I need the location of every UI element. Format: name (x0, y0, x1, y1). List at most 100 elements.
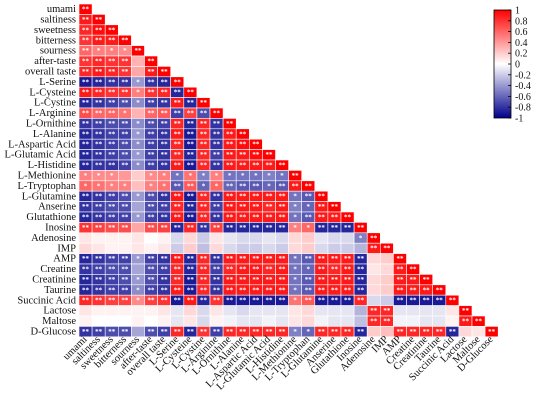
heatmap-cell (445, 315, 460, 327)
significance-mark: ** (239, 203, 247, 211)
significance-mark: * (202, 182, 206, 190)
significance-mark: ** (344, 297, 352, 305)
significance-mark: ** (187, 203, 195, 211)
heatmap-cell (327, 242, 342, 254)
significance-mark: ** (161, 203, 169, 211)
row-label: Creatinine (32, 275, 76, 286)
significance-mark: ** (95, 130, 103, 138)
significance-mark: ** (108, 286, 116, 294)
significance-mark: ** (423, 276, 431, 284)
significance-mark: ** (410, 286, 418, 294)
significance-mark: ** (108, 265, 116, 273)
row-label: Creatine (40, 264, 76, 275)
significance-mark: * (136, 276, 140, 284)
significance-mark: ** (108, 141, 116, 149)
significance-mark: * (136, 99, 140, 107)
significance-mark: ** (226, 120, 234, 128)
significance-mark: ** (200, 161, 208, 169)
significance-mark: ** (226, 265, 234, 273)
significance-mark: ** (82, 141, 90, 149)
significance-mark: ** (252, 193, 260, 201)
significance-mark: ** (226, 130, 234, 138)
significance-mark: ** (213, 276, 221, 284)
heatmap-cell (419, 305, 434, 317)
significance-mark: ** (200, 297, 208, 305)
heatmap-cell (222, 232, 237, 244)
significance-mark: ** (265, 297, 273, 305)
significance-mark: * (136, 161, 140, 169)
heatmap-cell (104, 315, 119, 327)
significance-mark: ** (161, 193, 169, 201)
significance-mark: * (136, 89, 140, 97)
significance-mark: ** (357, 265, 365, 273)
significance-mark: ** (252, 265, 260, 273)
heatmap-cell (366, 294, 381, 306)
significance-mark: * (97, 47, 101, 55)
significance-mark: ** (344, 286, 352, 294)
significance-mark: ** (436, 328, 444, 336)
significance-mark: ** (357, 224, 365, 232)
significance-mark: ** (121, 203, 129, 211)
significance-mark: ** (82, 193, 90, 201)
significance-mark: ** (318, 255, 326, 263)
significance-mark: ** (200, 276, 208, 284)
heatmap-cell (104, 232, 119, 244)
significance-mark: ** (239, 265, 247, 273)
significance-mark: ** (95, 276, 103, 284)
heatmap-cell (170, 242, 185, 254)
significance-mark: ** (252, 328, 260, 336)
heatmap-cell (301, 242, 316, 254)
significance-mark: ** (174, 224, 182, 232)
significance-mark: ** (344, 224, 352, 232)
significance-mark: ** (187, 99, 195, 107)
heatmap-cell (196, 232, 211, 244)
significance-mark: ** (331, 224, 339, 232)
significance-mark: ** (95, 37, 103, 45)
heatmap-cell (183, 315, 198, 327)
row-label: L-Arginine (29, 108, 76, 119)
row-label: L-Cystine (34, 98, 76, 109)
significance-mark: ** (488, 328, 496, 336)
significance-mark: ** (213, 109, 221, 117)
heatmap-cell (170, 305, 185, 317)
significance-mark: ** (279, 297, 287, 305)
heatmap-cell (327, 232, 342, 244)
significance-mark: ** (239, 141, 247, 149)
significance-mark: ** (82, 213, 90, 221)
significance-mark: ** (226, 141, 234, 149)
significance-mark: * (267, 172, 271, 180)
significance-mark: ** (305, 213, 313, 221)
significance-mark: ** (279, 276, 287, 284)
significance-mark: ** (200, 130, 208, 138)
significance-mark: ** (292, 172, 300, 180)
significance-mark: * (84, 182, 88, 190)
significance-mark: ** (331, 213, 339, 221)
heatmap-cell (131, 66, 145, 78)
significance-mark: * (267, 182, 271, 190)
row-label: L-Aspartic Acid (8, 139, 77, 150)
heatmap-cell (327, 315, 342, 327)
heatmap-cell (301, 305, 316, 317)
significance-mark: ** (265, 328, 273, 336)
heatmap-cell (406, 305, 420, 317)
heatmap-cell (249, 242, 263, 254)
significance-mark: ** (187, 89, 195, 97)
significance-mark: ** (265, 265, 273, 273)
significance-mark: ** (396, 276, 404, 284)
significance-mark: ** (279, 224, 287, 232)
significance-mark: ** (239, 182, 247, 190)
colorbar-tick-label: 0.2 (515, 49, 528, 60)
significance-mark: ** (200, 120, 208, 128)
significance-mark: ** (187, 328, 195, 336)
significance-mark: * (136, 297, 140, 305)
significance-mark: ** (344, 276, 352, 284)
significance-mark: * (110, 182, 114, 190)
colorbar-tick-label: 0.6 (515, 27, 528, 38)
significance-mark: ** (82, 161, 90, 169)
significance-mark: ** (174, 193, 182, 201)
significance-mark: ** (174, 99, 182, 107)
heatmap-cell (314, 242, 329, 254)
significance-mark: ** (226, 182, 234, 190)
significance-mark: ** (423, 297, 431, 305)
significance-mark: ** (213, 265, 221, 273)
